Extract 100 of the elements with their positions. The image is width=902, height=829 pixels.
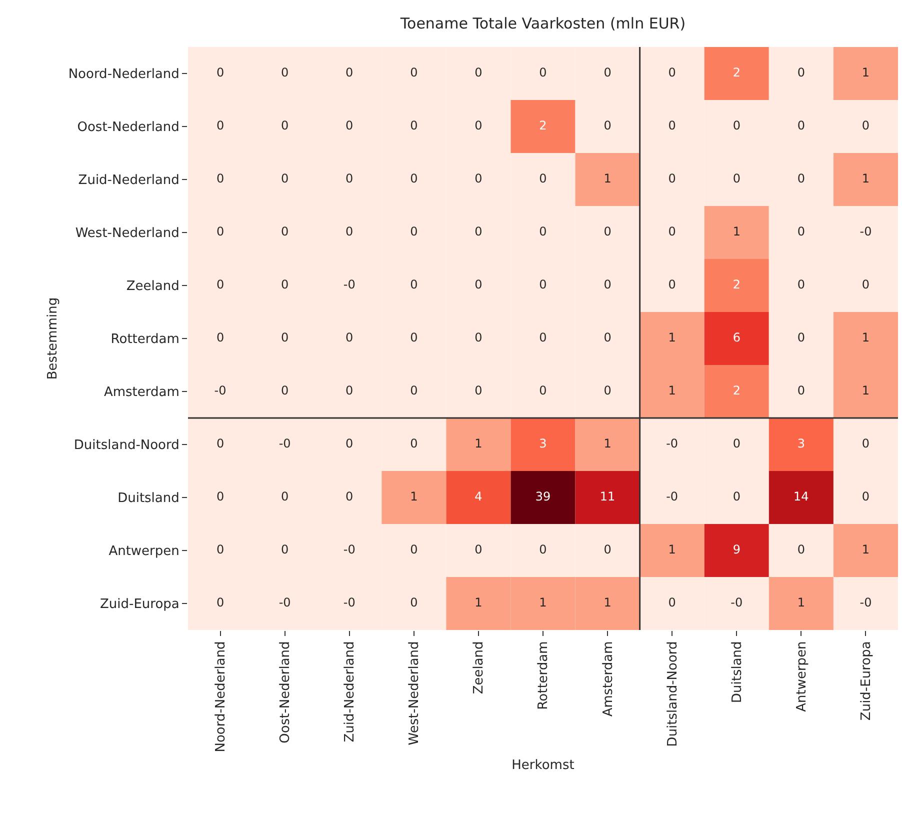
- data-label: 0: [281, 224, 289, 238]
- data-label: 0: [474, 330, 482, 344]
- data-label: 0: [346, 66, 354, 80]
- y-tick-label: Amsterdam: [104, 385, 180, 400]
- data-label: 0: [539, 278, 547, 292]
- data-label: 0: [216, 278, 224, 292]
- data-label: 1: [862, 172, 870, 186]
- data-label: 39: [535, 490, 551, 504]
- data-label: 11: [600, 490, 616, 504]
- data-label: 6: [732, 330, 740, 344]
- data-label: 0: [410, 118, 418, 132]
- data-label: 0: [410, 596, 418, 610]
- data-label: 2: [539, 118, 547, 132]
- data-label: 0: [797, 330, 805, 344]
- data-label: 0: [474, 224, 482, 238]
- data-label: 0: [604, 224, 612, 238]
- data-label: -0: [278, 596, 291, 610]
- data-label: 0: [346, 224, 354, 238]
- data-label: 0: [216, 330, 224, 344]
- data-label: 0: [604, 278, 612, 292]
- data-label: 0: [668, 596, 676, 610]
- data-label: -0: [666, 490, 678, 504]
- data-label: 3: [797, 436, 805, 450]
- data-label: 0: [668, 118, 676, 132]
- data-label: 0: [281, 490, 289, 504]
- data-label: -0: [343, 596, 356, 610]
- data-label: 0: [474, 542, 482, 556]
- data-label: 0: [797, 278, 805, 292]
- y-tick-label: Zeeland: [126, 279, 180, 294]
- data-label: 0: [216, 66, 224, 80]
- data-label: 0: [474, 278, 482, 292]
- data-label: 0: [862, 118, 870, 132]
- y-tick-label: Oost-Nederland: [77, 120, 180, 136]
- data-label: 0: [410, 384, 418, 398]
- data-label: 0: [732, 172, 740, 186]
- data-label: 0: [216, 118, 224, 132]
- x-tick-label: Oost-Nederland: [278, 641, 294, 744]
- data-label: 0: [346, 172, 354, 186]
- x-tick-label: Zuid-Nederland: [342, 641, 358, 742]
- x-tick-label: Rotterdam: [536, 641, 552, 710]
- data-label: 0: [539, 172, 547, 186]
- data-label: 1: [539, 596, 547, 610]
- data-label: 1: [604, 172, 612, 186]
- data-label: 0: [539, 384, 547, 398]
- data-label: 0: [410, 172, 418, 186]
- data-label: 0: [474, 66, 482, 80]
- data-label: 1: [862, 66, 870, 80]
- data-label: 0: [281, 384, 289, 398]
- data-label: 0: [539, 542, 547, 556]
- y-tick-label: Duitsland-Noord: [74, 438, 180, 454]
- x-tick-label: Zuid-Europa: [858, 641, 874, 721]
- data-label: 1: [668, 330, 676, 344]
- x-tick-label: Amsterdam: [600, 641, 616, 717]
- data-label: 0: [281, 542, 289, 556]
- data-label: 0: [668, 224, 676, 238]
- data-label: 0: [346, 436, 354, 450]
- data-label: 0: [216, 436, 224, 450]
- y-tick-label: Antwerpen: [108, 544, 180, 560]
- data-label: 1: [668, 384, 676, 398]
- x-tick-label: West-Nederland: [407, 641, 422, 746]
- chart-title: Toename Totale Vaarkosten (mln EUR): [399, 14, 686, 32]
- data-label: 1: [862, 384, 870, 398]
- data-label: 0: [668, 278, 676, 292]
- data-label: -0: [214, 384, 226, 398]
- data-label: 2: [732, 66, 740, 80]
- x-tick-label: Duitsland: [730, 641, 745, 704]
- data-label: 0: [410, 278, 418, 292]
- data-label: 0: [797, 172, 805, 186]
- y-tick-label: West-Nederland: [75, 226, 180, 242]
- data-label: 0: [474, 384, 482, 398]
- data-label: 14: [794, 490, 809, 504]
- data-label: 1: [862, 542, 870, 556]
- data-label: 1: [474, 436, 482, 450]
- data-label: 9: [732, 542, 740, 556]
- data-label: 0: [604, 66, 612, 80]
- data-label: 1: [604, 436, 612, 450]
- y-tick-label: Zuid-Europa: [100, 597, 180, 612]
- data-label: 2: [732, 278, 740, 292]
- x-axis-title: Herkomst: [512, 758, 574, 773]
- data-label: 1: [862, 330, 870, 344]
- data-label: 0: [668, 66, 676, 80]
- data-label: 1: [410, 490, 418, 504]
- data-label: 0: [797, 224, 805, 238]
- data-label: 0: [862, 278, 870, 292]
- data-label: 0: [216, 596, 224, 610]
- data-label: 0: [862, 436, 870, 450]
- data-label: 0: [410, 330, 418, 344]
- y-tick-label: Noord-Nederland: [68, 67, 180, 82]
- data-label: 1: [474, 596, 482, 610]
- data-label: -0: [343, 542, 356, 556]
- data-label: 1: [604, 596, 612, 610]
- data-label: 0: [797, 118, 805, 132]
- data-label: 0: [410, 66, 418, 80]
- x-tick-label: Antwerpen: [794, 641, 810, 712]
- data-label: 0: [346, 490, 354, 504]
- data-label: 0: [604, 384, 612, 398]
- data-label: 0: [281, 172, 289, 186]
- data-label: 0: [797, 66, 805, 80]
- data-label: 0: [474, 172, 482, 186]
- data-label: 0: [346, 384, 354, 398]
